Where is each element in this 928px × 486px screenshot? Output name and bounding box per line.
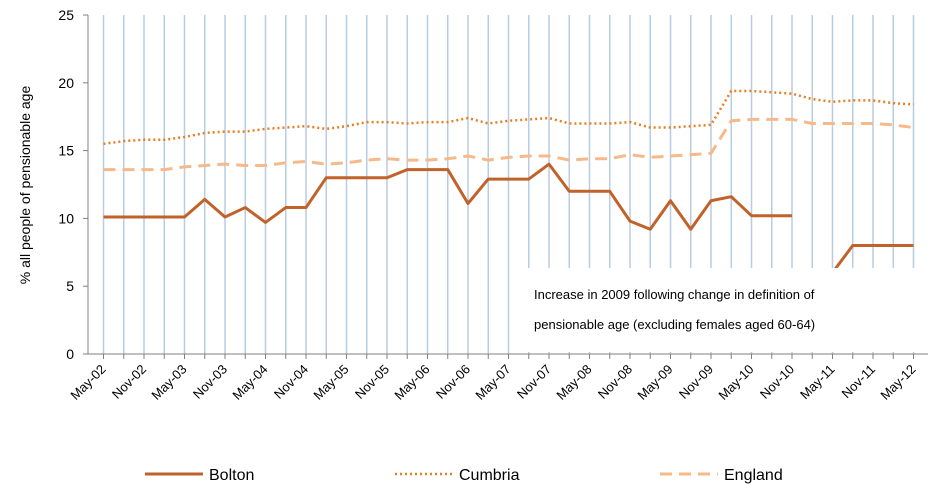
x-tick-label: May-02 — [67, 362, 108, 403]
legend-label-cumbria: Cumbria — [459, 467, 520, 484]
series-lines — [103, 89, 914, 274]
x-tick-label: Nov-03 — [190, 362, 230, 402]
x-tick-label: Nov-08 — [595, 362, 635, 402]
annotation-box: Increase in 2009 following change in def… — [516, 268, 926, 352]
x-tick-label: Nov-05 — [352, 362, 392, 402]
series-line-cumbria — [103, 89, 914, 146]
x-tick-label: Nov-11 — [839, 362, 879, 402]
x-tick-label: Nov-10 — [757, 362, 797, 402]
series-line-england — [103, 117, 914, 172]
legend: Bolton Cumbria England — [145, 467, 783, 484]
x-tick-label: Nov-09 — [676, 362, 716, 402]
x-tick-label: May-03 — [148, 362, 189, 403]
x-tick-label: May-12 — [877, 362, 918, 403]
x-tick-label: May-07 — [472, 362, 513, 403]
y-axis-label: % all people of pensionable age — [17, 86, 33, 285]
y-tick-label: 25 — [58, 7, 74, 23]
annotation-background — [516, 268, 926, 352]
x-tick-label: Nov-02 — [109, 362, 149, 402]
y-tick-label: 0 — [66, 346, 74, 362]
x-tick-label: May-10 — [715, 362, 756, 403]
y-tick-labels: 0 5 10 15 20 25 — [58, 7, 88, 362]
x-tick-label: May-05 — [310, 362, 351, 403]
x-tick-label: May-09 — [634, 362, 675, 403]
x-tick-label: Nov-04 — [271, 362, 311, 402]
y-tick-label: 10 — [58, 210, 74, 226]
legend-label-bolton: Bolton — [209, 467, 254, 484]
x-tick-label: May-04 — [229, 362, 270, 403]
x-tick-label: May-11 — [797, 362, 838, 403]
annotation-line-2: pensionable age (excluding females aged … — [534, 317, 815, 332]
x-tick-label: Nov-06 — [433, 362, 473, 402]
x-tick-labels: May-02 Nov-02 May-03 Nov-03 May-04 Nov-04 May-… — [67, 354, 919, 403]
x-tick-label: Nov-07 — [514, 362, 554, 402]
y-tick-label: 5 — [66, 278, 74, 294]
y-tick-label: 15 — [58, 143, 74, 159]
annotation-line-1: Increase in 2009 following change in def… — [534, 287, 815, 302]
y-tick-label: 20 — [58, 75, 74, 91]
x-tick-label: May-08 — [553, 362, 594, 403]
legend-label-england: England — [724, 467, 783, 484]
x-tick-label: May-06 — [391, 362, 432, 403]
series-line-bolton — [103, 162, 914, 274]
